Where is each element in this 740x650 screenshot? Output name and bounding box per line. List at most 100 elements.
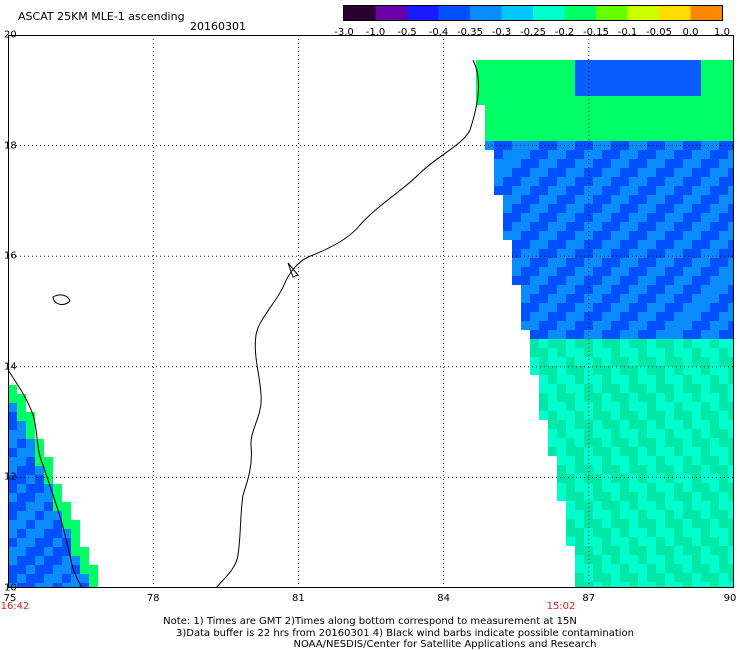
swath-cell <box>665 168 674 177</box>
swath-cell <box>683 420 692 429</box>
swath-cell <box>647 141 656 150</box>
swath-cell <box>656 204 665 213</box>
swath-cell <box>719 96 728 105</box>
swath-cell <box>71 538 80 547</box>
swath-cell <box>656 375 665 384</box>
swath-cell <box>647 582 656 588</box>
swath-cell <box>647 60 656 69</box>
swath-cell <box>656 231 665 240</box>
swath-cell <box>503 78 512 87</box>
swath-cell <box>539 312 548 321</box>
swath-cell <box>665 384 674 393</box>
swath-cell <box>728 321 734 330</box>
swath-cell <box>611 501 620 510</box>
swath-cell <box>629 132 638 141</box>
swath-cell <box>611 555 620 564</box>
swath-cell <box>701 537 710 546</box>
swath-cell <box>719 528 728 537</box>
swath-cell <box>647 564 656 573</box>
swath-cell <box>665 285 674 294</box>
swath-cell <box>44 547 53 556</box>
swath-cell <box>629 348 638 357</box>
swath-cell <box>521 213 530 222</box>
swath-cell <box>647 474 656 483</box>
swath-cell <box>584 357 593 366</box>
swath-cell <box>503 87 512 96</box>
swath-cell <box>638 492 647 501</box>
swath-cell <box>692 303 701 312</box>
swath-cell <box>674 132 683 141</box>
swath-cell <box>638 384 647 393</box>
swath-cell <box>530 123 539 132</box>
swath-cell <box>575 177 584 186</box>
swath-cell <box>647 393 656 402</box>
swath-cell <box>602 114 611 123</box>
swath-cell <box>665 492 674 501</box>
swath-cell <box>17 511 26 520</box>
swath-cell <box>17 583 26 588</box>
swath-cell <box>665 87 674 96</box>
swath-cell <box>683 186 692 195</box>
swath-cell <box>26 484 35 493</box>
swath-cell <box>719 375 728 384</box>
swath-cell <box>602 159 611 168</box>
swath-cell <box>602 231 611 240</box>
swath-cell <box>35 565 44 574</box>
swath-cell <box>593 177 602 186</box>
swath-cell <box>629 519 638 528</box>
swath-cell <box>710 501 719 510</box>
swath-cell <box>710 159 719 168</box>
longitude-label: 84 <box>437 593 450 604</box>
swath-cell <box>701 195 710 204</box>
swath-cell <box>539 69 548 78</box>
swath-cell <box>728 150 734 159</box>
swath-cell <box>683 105 692 114</box>
swath-cell <box>656 132 665 141</box>
swath-cell <box>566 105 575 114</box>
latitude-label: 16 <box>4 250 17 262</box>
swath-cell <box>566 123 575 132</box>
swath-cell <box>539 186 548 195</box>
swath-cell <box>611 339 620 348</box>
swath-cell <box>647 573 656 582</box>
swath-cell <box>692 546 701 555</box>
swath-cell <box>656 321 665 330</box>
swath-cell <box>719 285 728 294</box>
swath-cell <box>539 60 548 69</box>
swath-cell <box>629 537 638 546</box>
swath-cell <box>620 204 629 213</box>
swath-cell <box>548 276 557 285</box>
swath-cell <box>620 312 629 321</box>
swath-cell <box>53 493 62 502</box>
swath-cell <box>575 519 584 528</box>
swath-cell <box>710 402 719 411</box>
swath-cell <box>35 574 44 583</box>
swath-cell <box>692 285 701 294</box>
swath-cell <box>728 573 734 582</box>
time-label-right: 15:02 <box>546 601 576 612</box>
swath-cell <box>557 285 566 294</box>
swath-cell <box>638 168 647 177</box>
swath-cell <box>674 222 683 231</box>
swath-cell <box>593 348 602 357</box>
swath-cell <box>710 114 719 123</box>
swath-cell <box>575 276 584 285</box>
swath-cell <box>665 195 674 204</box>
swath-cell <box>584 492 593 501</box>
swath-cell <box>674 141 683 150</box>
wind-map[interactable] <box>8 35 734 588</box>
swath-cell <box>656 240 665 249</box>
colorbar-tick-label: -0.05 <box>646 27 672 38</box>
swath-cell <box>485 78 494 87</box>
swath-cell <box>638 546 647 555</box>
swath-cell <box>611 105 620 114</box>
swath-cell <box>692 447 701 456</box>
swath-cell <box>557 231 566 240</box>
swath-cell <box>683 123 692 132</box>
swath-cell <box>530 231 539 240</box>
swath-cell <box>692 420 701 429</box>
swath-cell <box>566 258 575 267</box>
swath-cell <box>638 87 647 96</box>
swath-cell <box>557 456 566 465</box>
swath-cell <box>566 204 575 213</box>
